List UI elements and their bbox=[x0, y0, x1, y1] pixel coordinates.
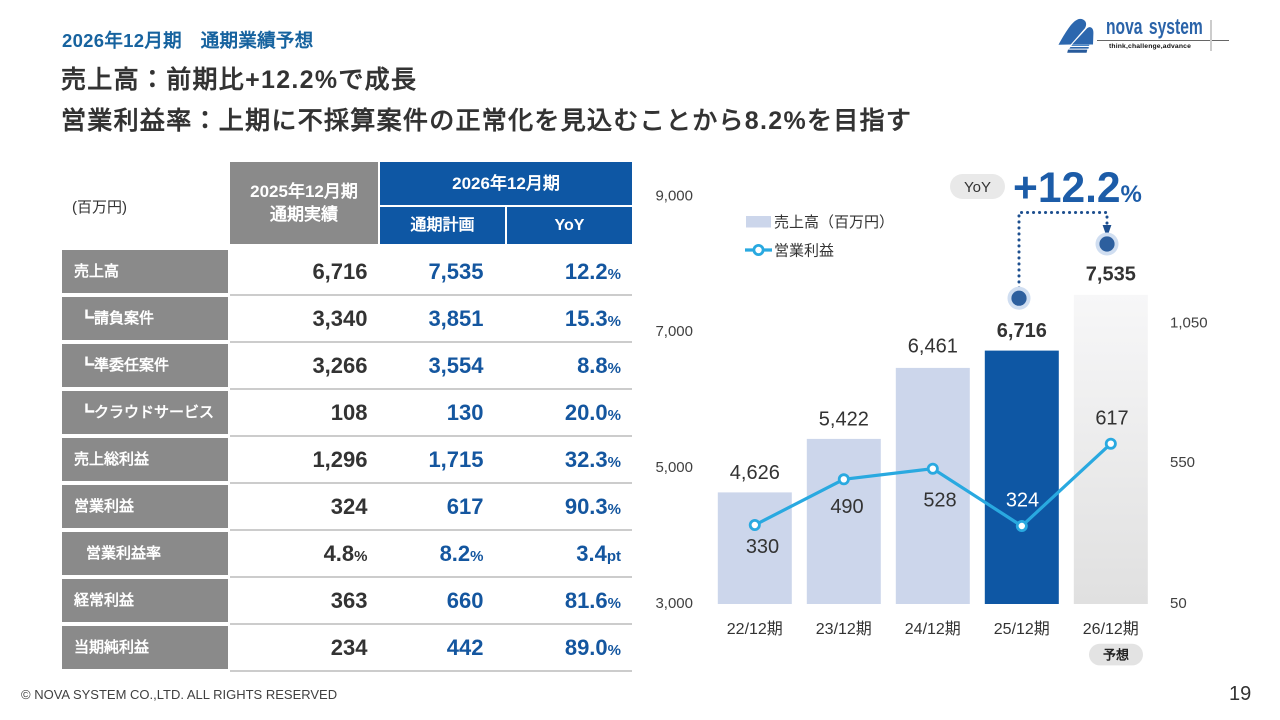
svg-text:26/12期: 26/12期 bbox=[1083, 620, 1139, 638]
svg-text:1,050: 1,050 bbox=[1170, 314, 1208, 331]
svg-text:330: 330 bbox=[746, 536, 779, 558]
svg-text:予想: 予想 bbox=[1103, 648, 1129, 663]
svg-text:7,000: 7,000 bbox=[655, 323, 693, 340]
svg-text:24/12期: 24/12期 bbox=[905, 620, 961, 638]
svg-text:売上高（百万円）: 売上高（百万円） bbox=[774, 214, 894, 231]
svg-text:5,422: 5,422 bbox=[819, 409, 869, 431]
svg-text:5,000: 5,000 bbox=[655, 459, 693, 476]
svg-text:528: 528 bbox=[923, 490, 956, 512]
svg-text:25/12期: 25/12期 bbox=[994, 620, 1050, 638]
svg-text:550: 550 bbox=[1170, 454, 1195, 471]
svg-text:6,716: 6,716 bbox=[997, 320, 1047, 342]
svg-text:490: 490 bbox=[830, 496, 863, 518]
svg-text:+12.2%: +12.2% bbox=[1013, 165, 1142, 212]
svg-text:9,000: 9,000 bbox=[655, 188, 693, 205]
svg-text:22/12期: 22/12期 bbox=[727, 620, 783, 638]
svg-text:23/12期: 23/12期 bbox=[816, 620, 872, 638]
svg-text:3,000: 3,000 bbox=[655, 595, 693, 612]
svg-text:営業利益: 営業利益 bbox=[774, 243, 834, 260]
svg-text:324: 324 bbox=[1006, 490, 1039, 512]
svg-text:4,626: 4,626 bbox=[730, 462, 780, 484]
svg-text:YoY: YoY bbox=[964, 179, 991, 196]
svg-text:50: 50 bbox=[1170, 595, 1187, 612]
svg-text:6,461: 6,461 bbox=[908, 336, 958, 358]
svg-text:617: 617 bbox=[1095, 407, 1128, 429]
svg-text:7,535: 7,535 bbox=[1086, 264, 1136, 286]
